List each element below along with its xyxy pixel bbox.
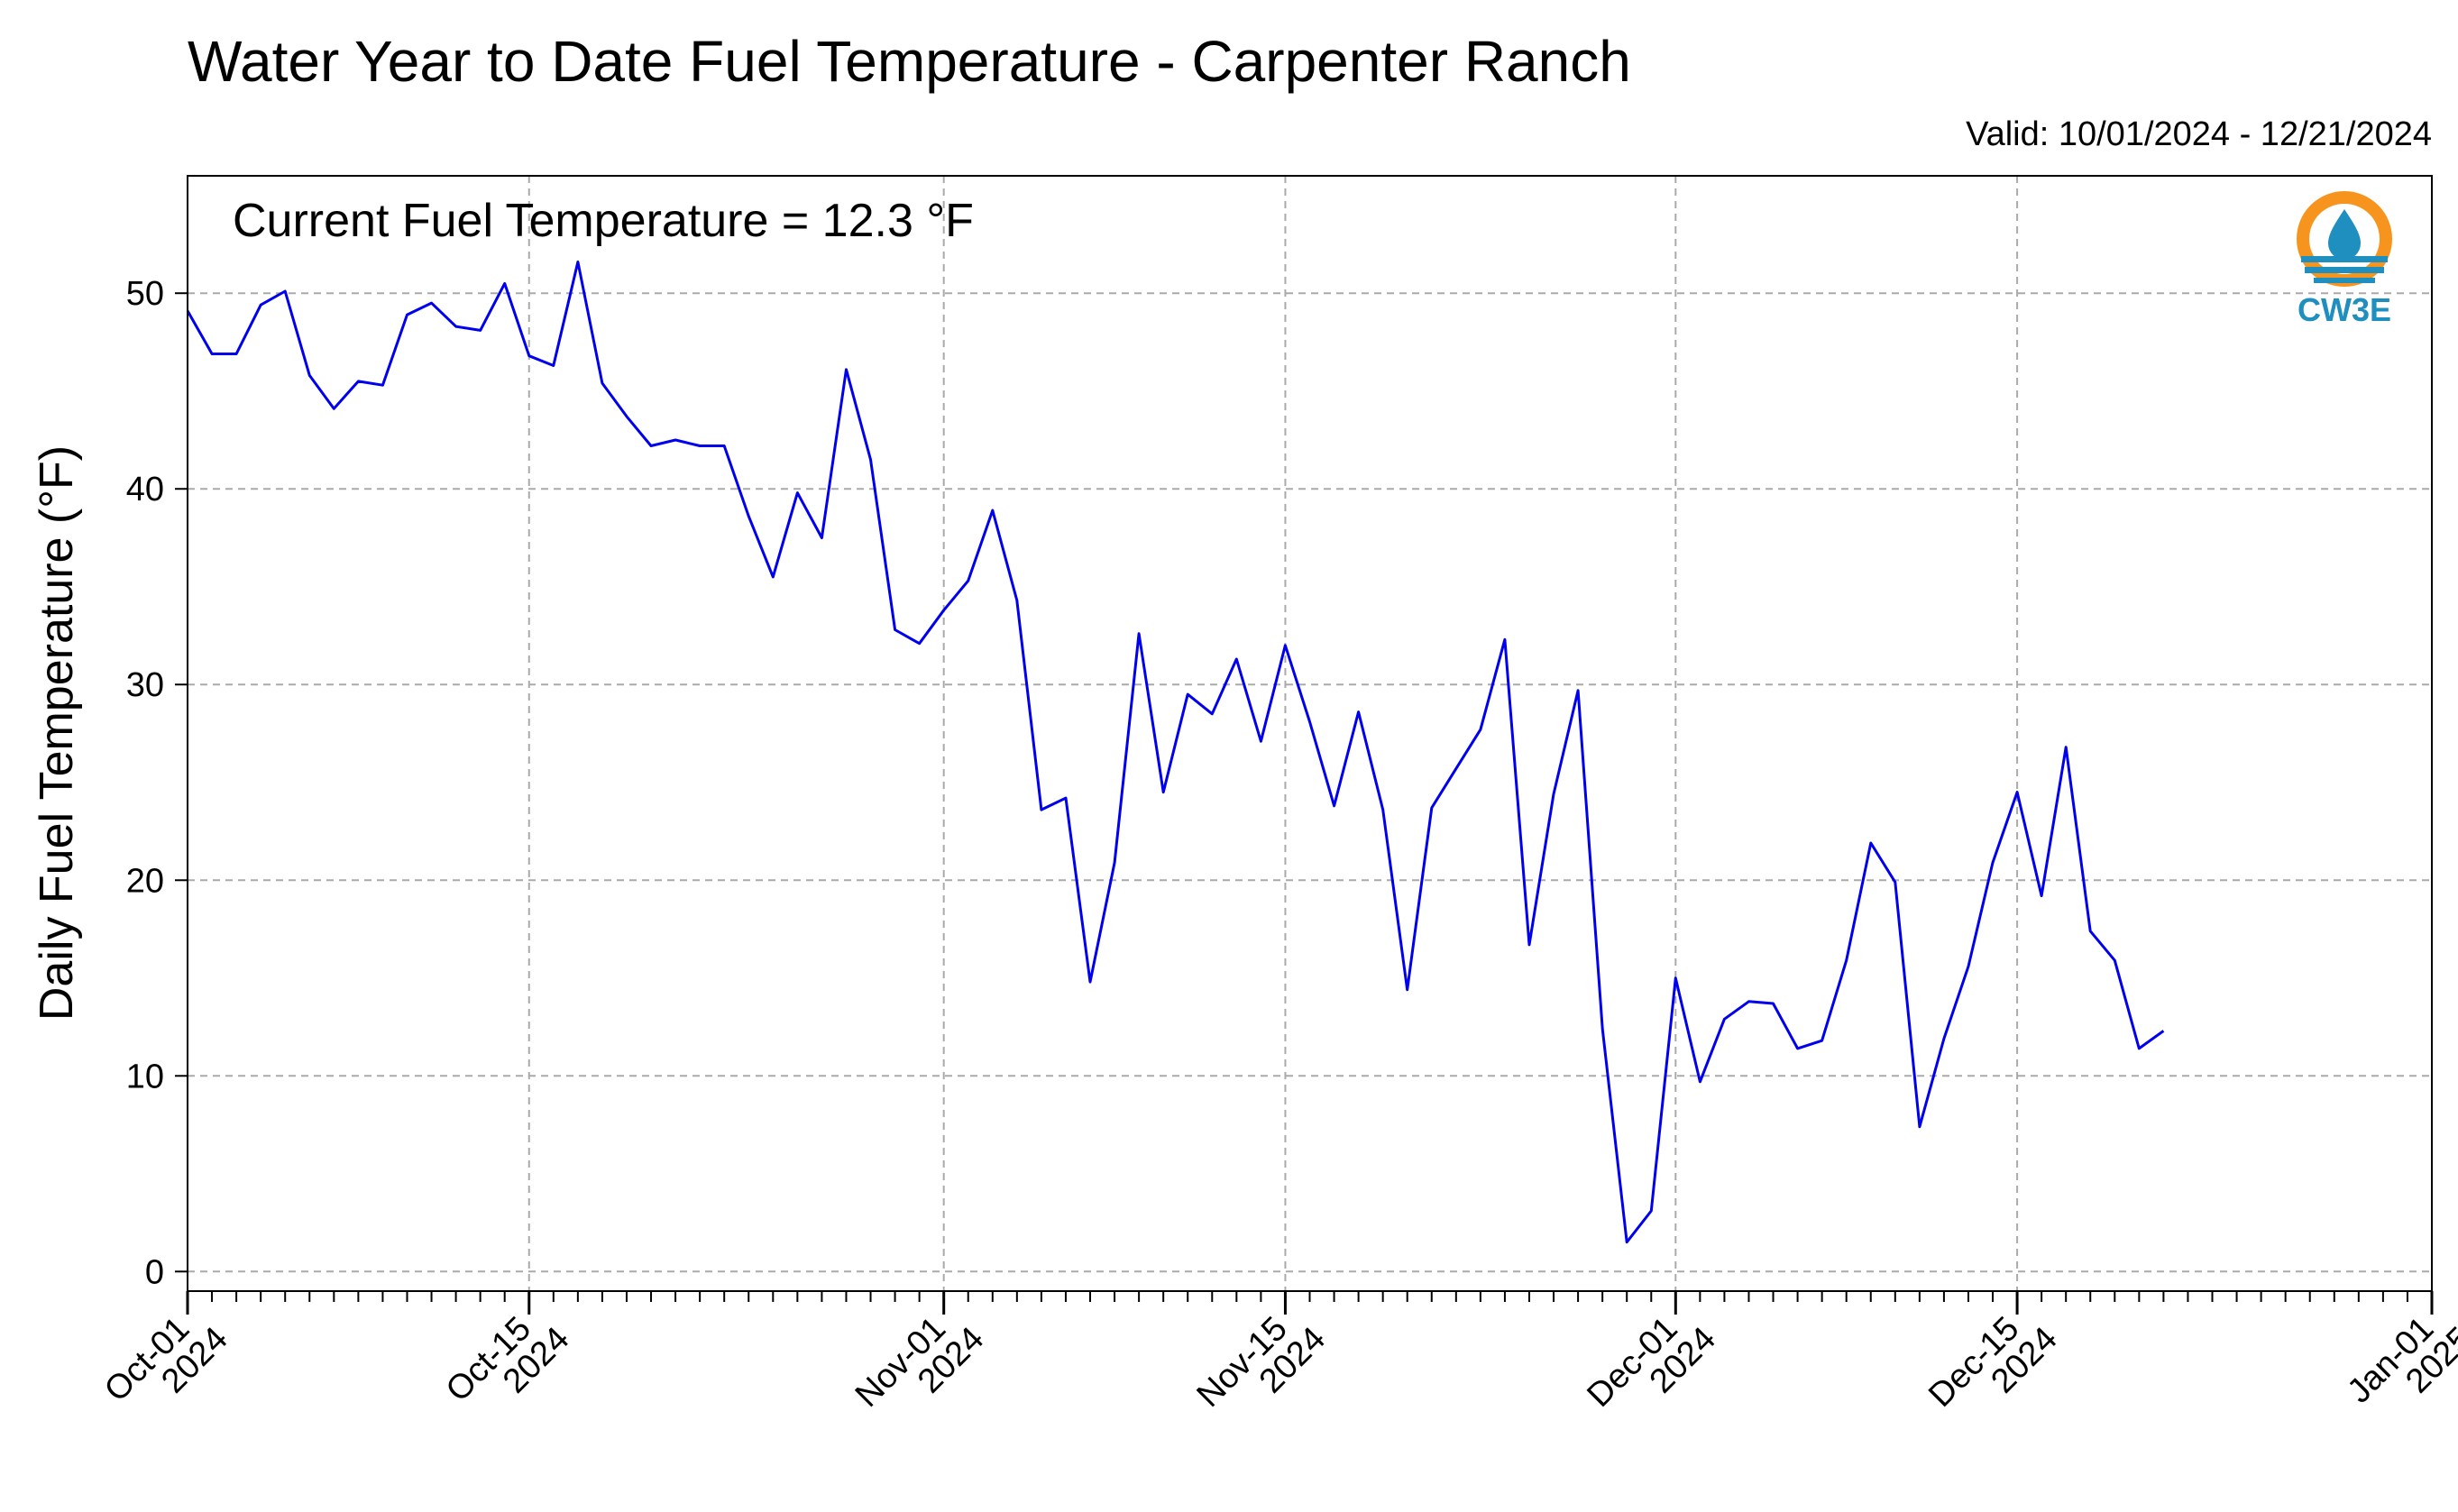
y-tick-label: 10	[126, 1058, 164, 1095]
chart-title: Water Year to Date Fuel Temperature - Ca…	[188, 29, 1631, 94]
current-fuel-temperature-annotation: Current Fuel Temperature = 12.3 °F	[233, 195, 974, 247]
logo-text: CW3E	[2297, 291, 2391, 328]
logo-wave-icon	[2314, 278, 2375, 283]
fuel-temperature-line	[186, 261, 2165, 1244]
logo-wave-icon	[2301, 256, 2388, 262]
y-tick-label: 50	[126, 275, 164, 313]
y-tick-label: 30	[126, 666, 164, 704]
y-tick-label: 0	[145, 1253, 164, 1291]
valid-range-text: Valid: 10/01/2024 - 12/21/2024	[1966, 115, 2432, 153]
y-tick-labels: 0 10 20 30 40 50	[126, 275, 164, 1291]
cw3e-logo: CW3E	[2297, 191, 2392, 328]
axis-ticks	[175, 292, 2434, 1315]
logo-water-drop-icon	[2328, 209, 2361, 260]
logo-wave-icon	[2305, 267, 2384, 273]
y-tick-label: 20	[126, 862, 164, 900]
y-axis-label: Daily Fuel Temperature (°F)	[31, 445, 83, 1021]
y-tick-label: 40	[126, 471, 164, 509]
plot-area-frame	[187, 175, 2433, 1292]
